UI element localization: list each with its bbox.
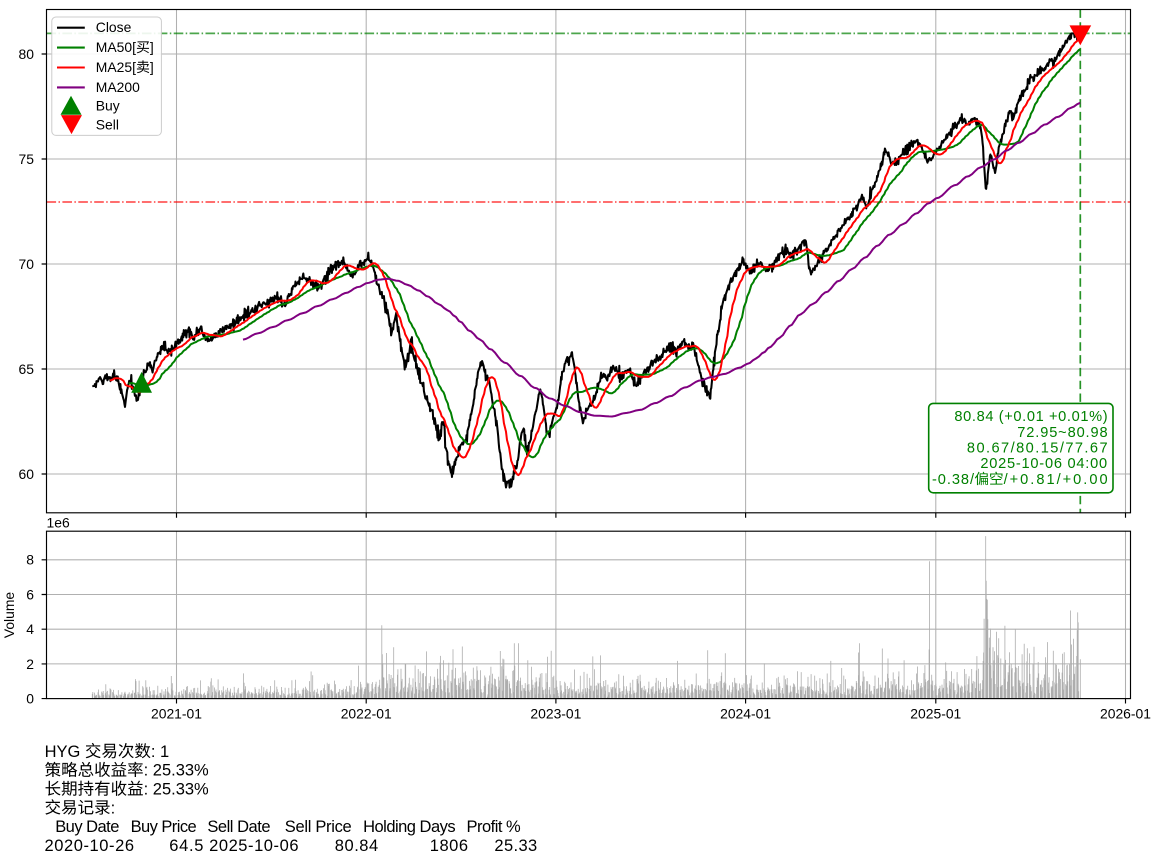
svg-text:75: 75 bbox=[19, 151, 35, 167]
svg-text:80.84: 80.84 bbox=[335, 837, 378, 855]
svg-text:2: 2 bbox=[26, 656, 34, 672]
svg-text:80: 80 bbox=[19, 46, 35, 62]
svg-text:Profit %: Profit % bbox=[467, 818, 522, 836]
svg-text:64.5: 64.5 bbox=[169, 837, 203, 855]
svg-text:25.33: 25.33 bbox=[494, 837, 537, 855]
svg-text:Buy: Buy bbox=[96, 97, 120, 113]
svg-text:2025-10-06 04:00: 2025-10-06 04:00 bbox=[980, 456, 1107, 472]
svg-text:4: 4 bbox=[26, 621, 34, 637]
svg-text:1e6: 1e6 bbox=[47, 515, 70, 531]
svg-text:: 1: : 1 bbox=[151, 743, 169, 761]
svg-text:Sell: Sell bbox=[96, 117, 119, 133]
svg-text:MA25[: MA25[ bbox=[96, 59, 136, 75]
svg-text:MA50[: MA50[ bbox=[96, 39, 136, 55]
svg-text:Buy Date: Buy Date bbox=[55, 818, 119, 836]
svg-text:]: ] bbox=[150, 39, 154, 55]
svg-text:60: 60 bbox=[19, 466, 35, 482]
svg-text:0: 0 bbox=[26, 691, 34, 707]
svg-text:2025-01: 2025-01 bbox=[910, 705, 961, 721]
svg-text:80.67/80.15/77.67: 80.67/80.15/77.67 bbox=[967, 441, 1108, 457]
svg-text:2025-10-06: 2025-10-06 bbox=[209, 837, 298, 855]
svg-text:MA200: MA200 bbox=[96, 79, 140, 95]
svg-text:HYG: HYG bbox=[45, 743, 81, 761]
svg-text:-0.38/: -0.38/ bbox=[932, 472, 975, 488]
svg-text:70: 70 bbox=[19, 256, 35, 272]
svg-text:80.84 (+0.01 +0.01%): 80.84 (+0.01 +0.01%) bbox=[954, 409, 1107, 425]
svg-text:]: ] bbox=[150, 59, 154, 75]
svg-text::: : bbox=[111, 799, 116, 817]
svg-text:8: 8 bbox=[26, 552, 34, 568]
svg-text:: 25.33%: : 25.33% bbox=[144, 781, 209, 799]
svg-text:Volume: Volume bbox=[1, 592, 17, 639]
svg-text:2021-01: 2021-01 bbox=[151, 705, 202, 721]
svg-text:1806: 1806 bbox=[430, 837, 468, 855]
svg-text:: 25.33%: : 25.33% bbox=[144, 762, 209, 780]
svg-text:2022-01: 2022-01 bbox=[341, 705, 392, 721]
svg-text:Sell Price: Sell Price bbox=[285, 818, 352, 836]
svg-text:2024-01: 2024-01 bbox=[720, 705, 771, 721]
svg-text:72.95~80.98: 72.95~80.98 bbox=[1017, 425, 1107, 441]
svg-text:6: 6 bbox=[26, 586, 34, 602]
svg-text:65: 65 bbox=[19, 361, 35, 377]
svg-text:2020-10-26: 2020-10-26 bbox=[45, 837, 135, 855]
svg-text:2026-01: 2026-01 bbox=[1100, 705, 1151, 721]
svg-text:2023-01: 2023-01 bbox=[530, 705, 581, 721]
svg-text:Close: Close bbox=[96, 19, 132, 35]
svg-text:Holding Days: Holding Days bbox=[363, 818, 456, 836]
svg-text:Buy Price: Buy Price bbox=[131, 818, 197, 836]
svg-text:Sell Date: Sell Date bbox=[207, 818, 270, 836]
